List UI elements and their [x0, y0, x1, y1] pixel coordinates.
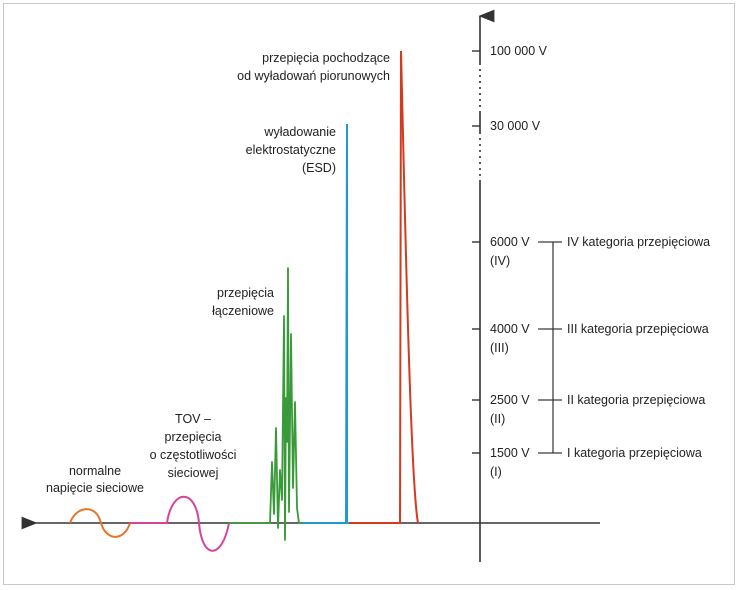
- svg-text:o częstotliwości: o częstotliwości: [150, 448, 237, 462]
- category-ii-label: II kategoria przepięciowa: [567, 393, 705, 407]
- svg-text:normalne: normalne: [69, 464, 121, 478]
- tick-label-100000: 100 000 V: [490, 44, 548, 58]
- normal-voltage-label: normalne napięcie sieciowe: [46, 464, 144, 495]
- tov-wave: [130, 495, 230, 552]
- tick-roman-iv: (IV): [490, 254, 510, 268]
- svg-text:napięcie sieciowe: napięcie sieciowe: [46, 481, 144, 495]
- tick-roman-iii: (III): [490, 341, 509, 355]
- tick-roman-ii: (II): [490, 412, 505, 426]
- svg-text:przepięcia: przepięcia: [217, 286, 274, 300]
- svg-text:przepięcia: przepięcia: [165, 430, 222, 444]
- category-iii-label: III kategoria przepięciowa: [567, 322, 709, 336]
- svg-text:(ESD): (ESD): [302, 161, 336, 175]
- switching-overvoltage-wave: [229, 267, 303, 541]
- normal-voltage-wave: [69, 508, 131, 538]
- category-i-label: I kategoria przepięciowa: [567, 446, 702, 460]
- tick-label-6000: 6000 V: [490, 235, 530, 249]
- tick-label-1500: 1500 V: [490, 446, 530, 460]
- svg-text:TOV –: TOV –: [175, 412, 211, 426]
- esd-wave: [303, 123, 349, 524]
- svg-text:przepięcia pochodzące: przepięcia pochodzące: [262, 51, 390, 65]
- category-iv-label: IV kategoria przepięciowa: [567, 235, 710, 249]
- tov-label: TOV – przepięcia o częstotliwości siecio…: [150, 412, 237, 480]
- diagram-frame: [3, 3, 735, 585]
- lightning-label: przepięcia pochodzące od wyładowań pioru…: [237, 51, 390, 83]
- svg-text:od wyładowań piorunowych: od wyładowań piorunowych: [237, 69, 390, 83]
- svg-text:wyładowanie: wyładowanie: [263, 125, 336, 139]
- category-bracket: [538, 241, 562, 454]
- tick-label-2500: 2500 V: [490, 393, 530, 407]
- tick-label-4000: 4000 V: [490, 322, 530, 336]
- svg-text:łączeniowe: łączeniowe: [212, 304, 274, 318]
- svg-text:sieciowej: sieciowej: [168, 466, 219, 480]
- switching-label: przepięcia łączeniowe: [212, 286, 274, 318]
- esd-label: wyładowanie elektrostatyczne (ESD): [246, 125, 336, 175]
- tick-label-30000: 30 000 V: [490, 119, 541, 133]
- svg-text:elektrostatyczne: elektrostatyczne: [246, 143, 336, 157]
- tick-roman-i: (I): [490, 465, 502, 479]
- lightning-wave: [349, 50, 419, 524]
